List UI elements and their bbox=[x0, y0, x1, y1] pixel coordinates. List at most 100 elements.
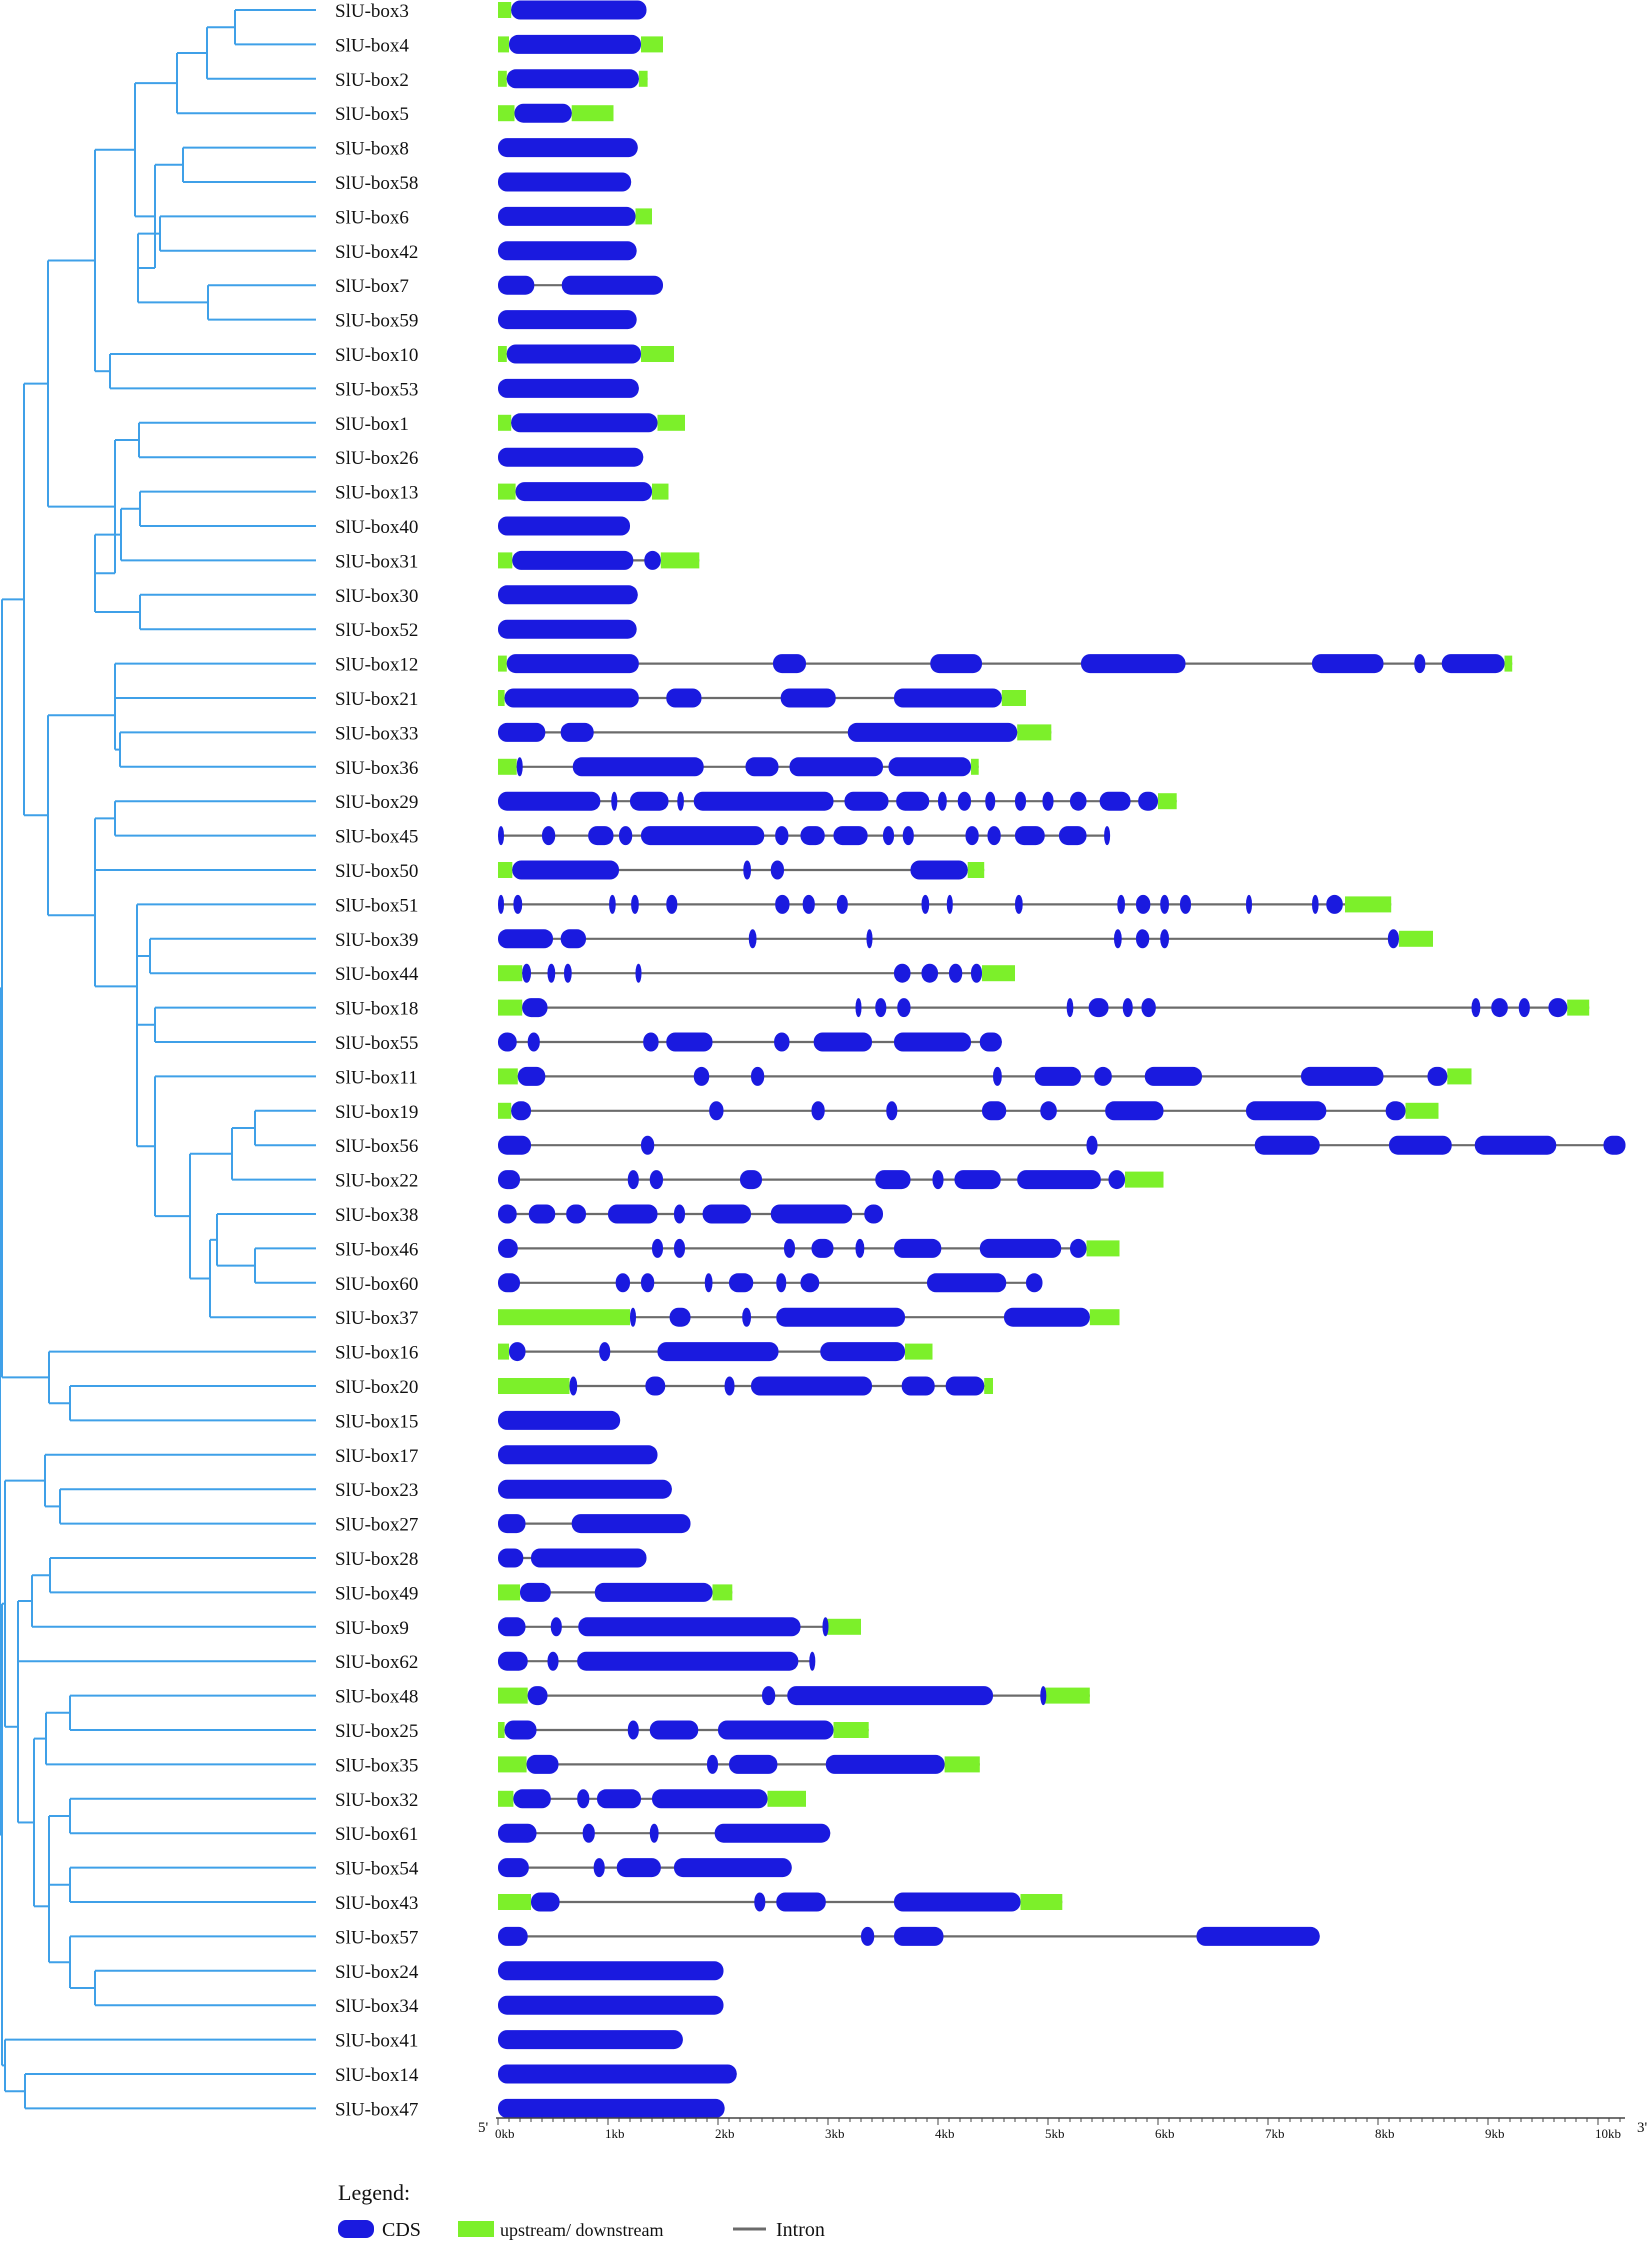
cds-block bbox=[894, 963, 911, 983]
gene-track bbox=[498, 1514, 691, 1534]
utr-block bbox=[638, 70, 648, 87]
axis-tick-label: 0kb bbox=[495, 2126, 515, 2141]
gene-label: SlU-box38 bbox=[335, 1205, 418, 1226]
gene-label: SlU-box28 bbox=[335, 1549, 418, 1570]
cds-block bbox=[506, 654, 639, 674]
cds-block bbox=[855, 998, 862, 1018]
cds-block bbox=[982, 1101, 1007, 1121]
tree-clade bbox=[69, 1385, 316, 1422]
tree-clade bbox=[149, 937, 316, 975]
tree-clade bbox=[23, 382, 48, 817]
gene-track bbox=[498, 654, 1513, 674]
gene-label: SlU-box45 bbox=[335, 827, 418, 848]
gene-track bbox=[498, 103, 614, 123]
cds-block bbox=[677, 791, 684, 811]
gene-label: SlU-box3 bbox=[335, 1, 409, 22]
gene-label: SlU-box5 bbox=[335, 104, 409, 125]
cds-block bbox=[886, 1101, 898, 1121]
gene-track bbox=[498, 310, 637, 330]
gene-track bbox=[498, 2030, 683, 2050]
gene-label: SlU-box2 bbox=[335, 70, 409, 91]
cds-block bbox=[520, 1582, 551, 1602]
cds-block bbox=[517, 1066, 546, 1086]
five-prime-label: 5' bbox=[478, 2120, 489, 2136]
axis-tick-label: 6kb bbox=[1155, 2126, 1175, 2141]
gene-track bbox=[498, 1582, 733, 1602]
cds-block bbox=[498, 447, 644, 467]
tree-clade bbox=[48, 1815, 70, 1886]
tree-clade bbox=[254, 1247, 316, 1284]
gene-label: SlU-box42 bbox=[335, 242, 418, 263]
utr-block bbox=[498, 1068, 518, 1085]
cds-block bbox=[1059, 826, 1087, 846]
cds-block bbox=[896, 791, 930, 811]
gene-label: SlU-box51 bbox=[335, 895, 418, 916]
tree-clade bbox=[31, 1574, 316, 1628]
gene-label: SlU-box26 bbox=[335, 448, 418, 469]
gene-track bbox=[498, 1823, 831, 1843]
cds-block bbox=[511, 1101, 531, 1121]
cds-block bbox=[498, 894, 504, 914]
cds-block bbox=[770, 1204, 853, 1224]
cds-block bbox=[855, 1238, 865, 1258]
cds-block bbox=[709, 1101, 724, 1121]
cds-block bbox=[802, 894, 815, 914]
cds-block bbox=[844, 791, 889, 811]
cds-block bbox=[498, 1170, 520, 1190]
tree-clade bbox=[94, 1969, 316, 2007]
tree-clade bbox=[17, 1631, 34, 1824]
utr-block bbox=[944, 1756, 980, 1773]
tree-clade bbox=[139, 593, 316, 631]
cds-block bbox=[875, 998, 887, 1018]
utr-block bbox=[498, 36, 509, 53]
cds-block bbox=[1518, 998, 1530, 1018]
cds-block bbox=[1105, 1101, 1164, 1121]
utr-block bbox=[967, 862, 985, 878]
gene-label-column: SlU-box3 SlU-box4 SlU-box2 SlU-box5 SlU-box8… bbox=[335, 1, 419, 2120]
axis-tick-label: 2kb bbox=[715, 2126, 735, 2141]
utr-block bbox=[1020, 1894, 1063, 1910]
cds-block bbox=[1117, 894, 1125, 914]
cds-block bbox=[504, 1720, 537, 1740]
cds-block bbox=[1312, 654, 1384, 674]
cds-block bbox=[1548, 998, 1568, 1018]
cds-block bbox=[512, 860, 619, 880]
gene-track bbox=[498, 1995, 724, 2015]
legend-intron-label: Intron bbox=[776, 2219, 825, 2241]
cds-block bbox=[498, 1926, 528, 1946]
tree-clade bbox=[1, 598, 49, 1379]
cds-block bbox=[512, 550, 634, 570]
tree-clade bbox=[47, 259, 115, 508]
tree-clade bbox=[136, 903, 316, 1069]
cds-block bbox=[509, 34, 641, 54]
cds-block bbox=[774, 1032, 790, 1052]
gene-track bbox=[498, 69, 648, 89]
utr-block bbox=[652, 483, 669, 500]
gene-label: SlU-box33 bbox=[335, 723, 418, 744]
cds-block bbox=[560, 929, 586, 949]
cds-block bbox=[498, 516, 630, 536]
cds-block bbox=[1387, 929, 1399, 949]
axis-tick-label: 3kb bbox=[825, 2126, 845, 2141]
utr-block bbox=[498, 758, 517, 775]
utr-block bbox=[1125, 1171, 1164, 1188]
cds-block bbox=[547, 963, 556, 983]
gene-track bbox=[498, 172, 632, 192]
cds-block bbox=[615, 1273, 630, 1293]
cds-block bbox=[762, 1686, 776, 1706]
axis-tick-label: 5kb bbox=[1045, 2126, 1065, 2141]
tree-clade bbox=[69, 1935, 316, 1989]
cds-block bbox=[825, 1754, 945, 1774]
cds-block bbox=[511, 413, 658, 433]
tree-clade bbox=[94, 148, 135, 373]
utr-block bbox=[635, 208, 652, 225]
cds-block bbox=[1196, 1926, 1320, 1946]
cds-block bbox=[578, 1617, 801, 1637]
gene-track bbox=[498, 550, 700, 570]
gene-label: SlU-box36 bbox=[335, 758, 418, 779]
cds-block bbox=[666, 894, 678, 914]
utr-block bbox=[498, 70, 507, 87]
gene-label: SlU-box35 bbox=[335, 1755, 418, 1776]
gene-track bbox=[498, 516, 630, 536]
tree-clade bbox=[109, 353, 316, 390]
